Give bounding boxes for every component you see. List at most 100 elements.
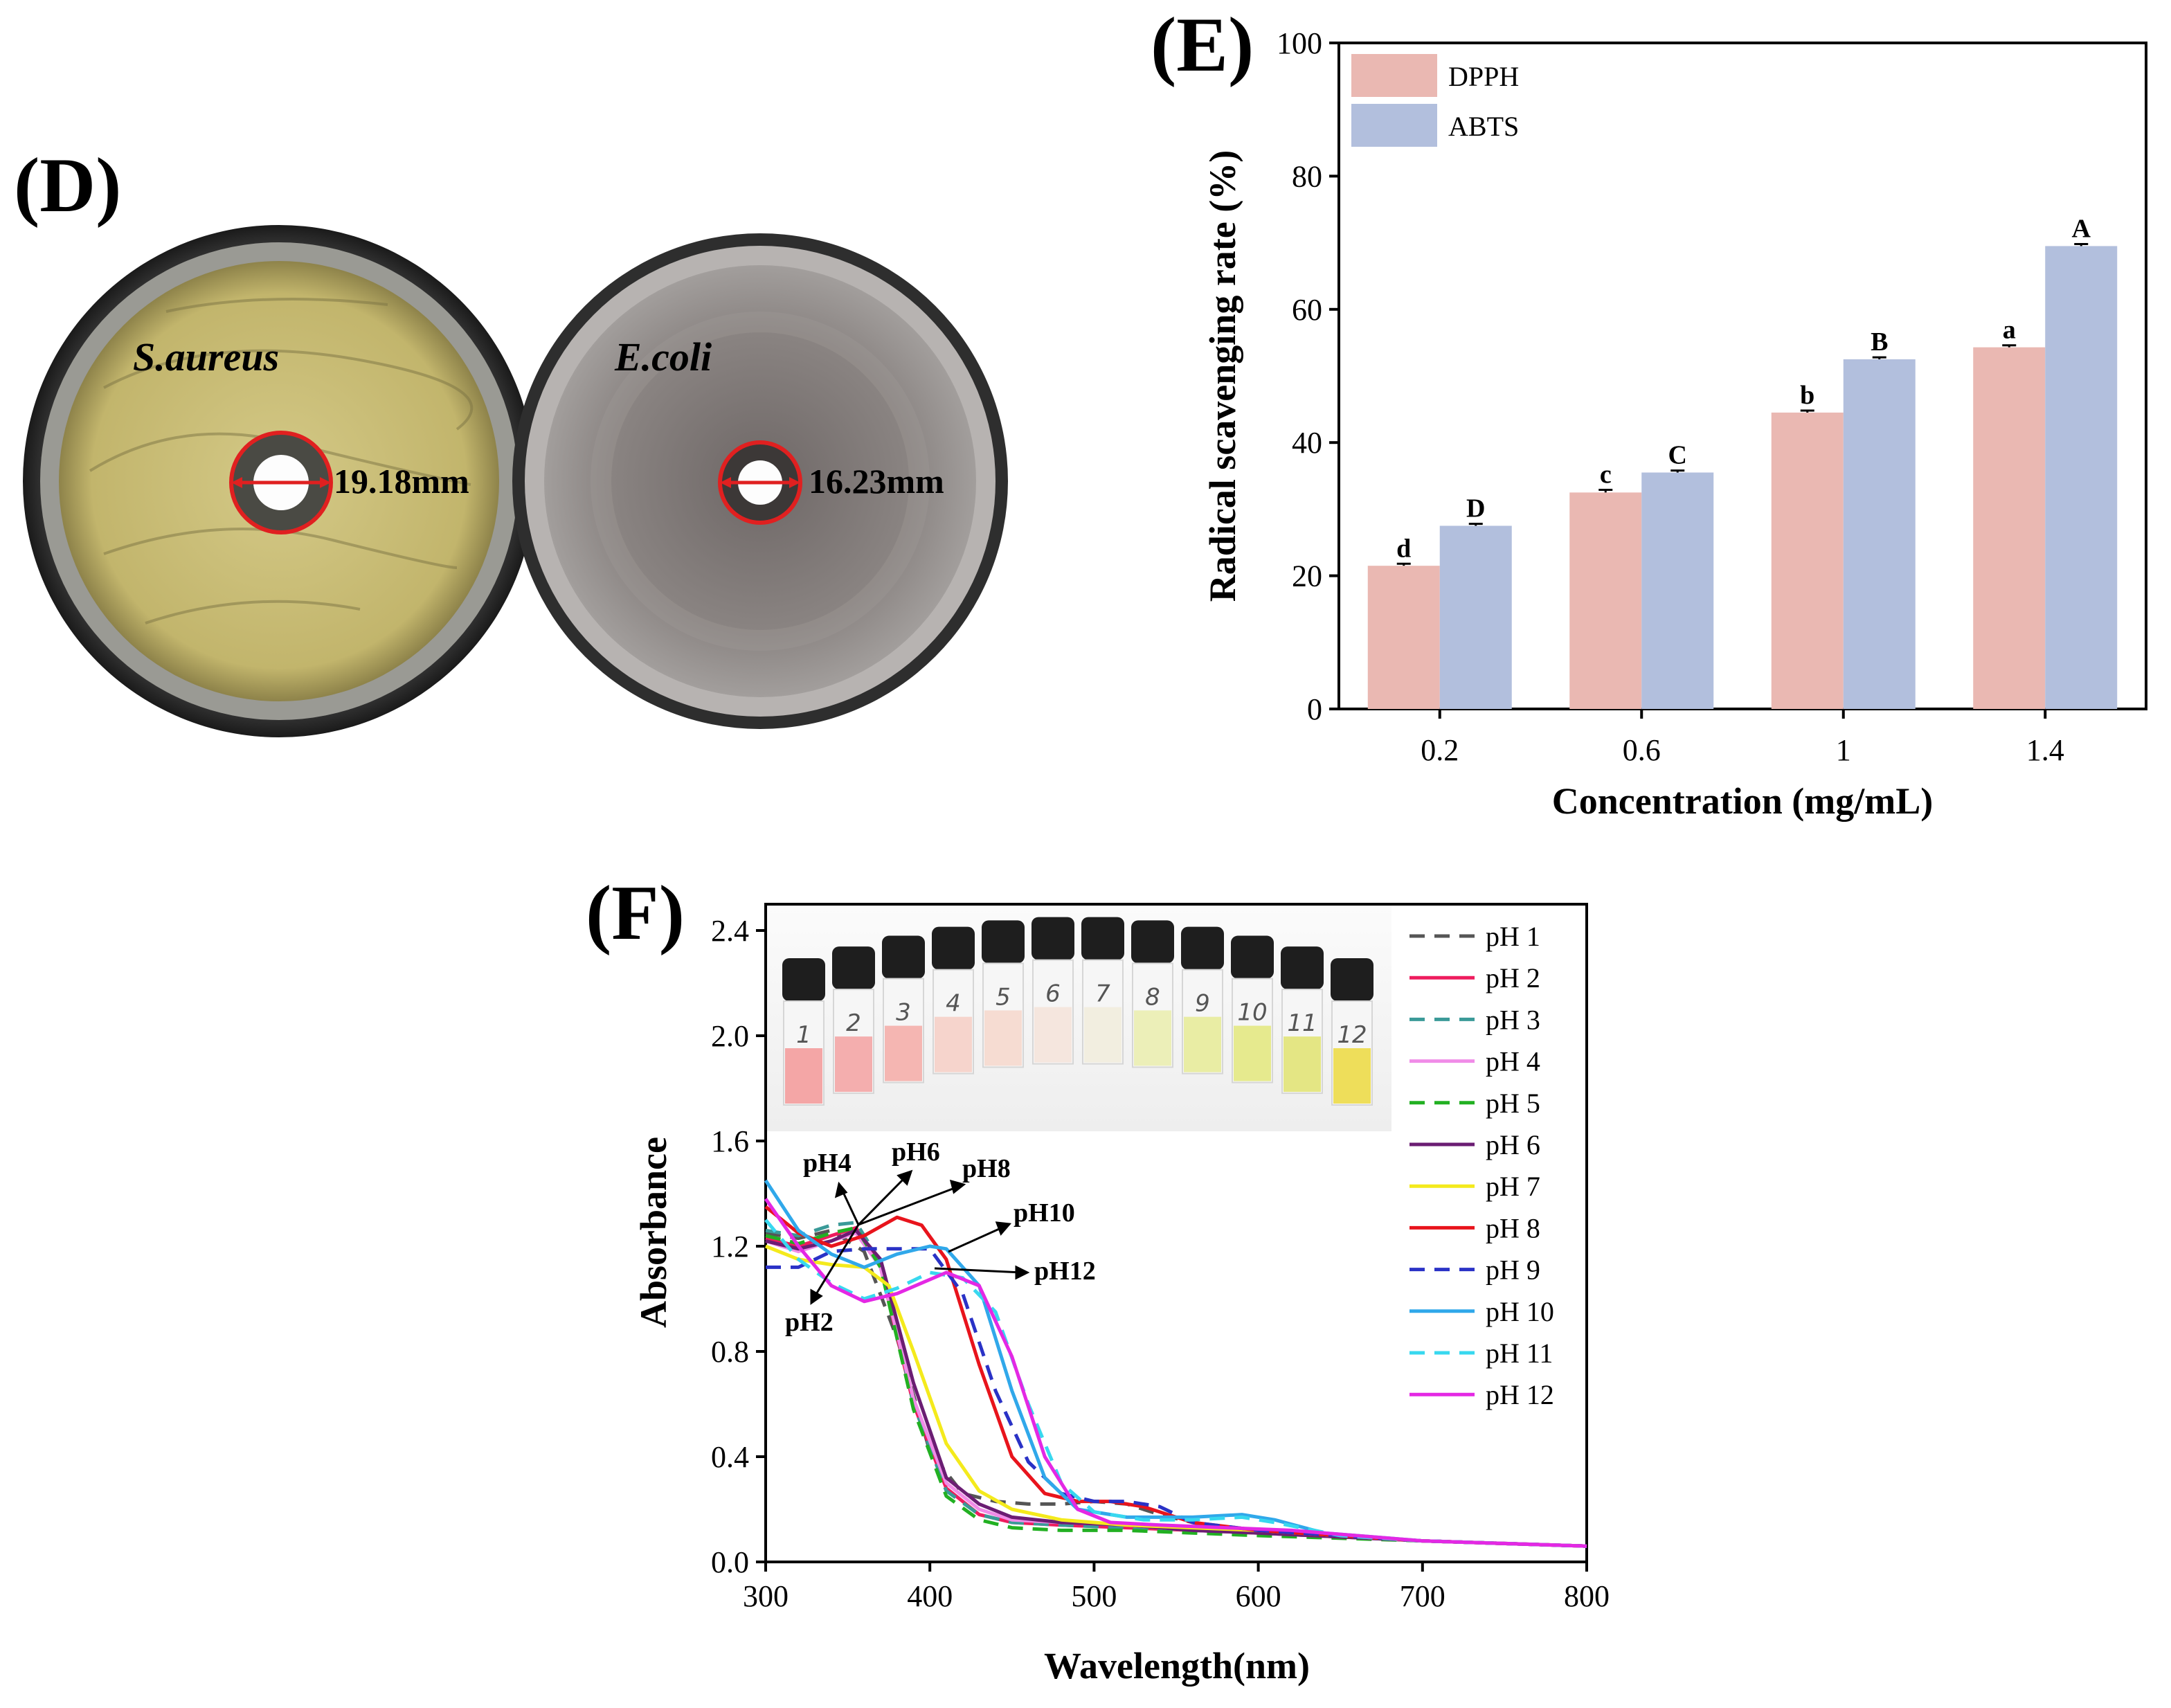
- vial-number: 2: [846, 1009, 861, 1037]
- panel-f: (F) 0.00.40.81.21.62.02.4 300 400 500 600 70…: [586, 870, 1610, 1687]
- panel-d: (D) S.aureus 19.18mm: [14, 143, 1008, 737]
- bar-abts: [2045, 246, 2117, 709]
- y-tick-label: 2.0: [711, 1019, 749, 1053]
- panel-d-label: (D): [14, 143, 121, 228]
- significance-letter: d: [1396, 534, 1411, 563]
- y-axis: 0.0 0.4 0.8 1.2 1.6 2.0 2.4: [711, 914, 766, 1579]
- petri-dish-s-aureus: S.aureus 19.18mm: [23, 225, 535, 737]
- series-line-ph2: [766, 1228, 1587, 1546]
- legend-label: pH 11: [1486, 1338, 1553, 1369]
- legend-swatch-dpph: [1351, 54, 1437, 97]
- y-tick-label: 1.6: [711, 1124, 749, 1158]
- arrow-ph12-head-icon: [1016, 1267, 1027, 1278]
- y-axis-title: Radical scavenging rate (%): [1202, 150, 1243, 602]
- arrow-ph4: [842, 1189, 858, 1225]
- vial: 6: [1032, 917, 1074, 1064]
- bar-dpph: [1772, 413, 1844, 709]
- arrow-ph8: [858, 1187, 958, 1225]
- vial-cap: [982, 920, 1025, 963]
- zone-value-e-coli: 16.23mm: [809, 462, 944, 501]
- vial: 11: [1281, 946, 1324, 1093]
- vial-number: 3: [896, 999, 911, 1027]
- vial-liquid: [1234, 1026, 1271, 1081]
- x-tick-label: 300: [743, 1579, 789, 1613]
- vial-cap: [882, 936, 925, 979]
- legend-label: pH 6: [1486, 1129, 1540, 1160]
- vial-cap: [1231, 936, 1274, 979]
- vial-number: 9: [1195, 990, 1210, 1018]
- bar-dpph: [1973, 348, 2045, 709]
- legend-label-dpph: DPPH: [1448, 61, 1519, 92]
- y-tick-label: 0: [1307, 692, 1322, 726]
- x-axis-title: Wavelength(nm): [1044, 1645, 1310, 1687]
- vial-number: 7: [1095, 980, 1110, 1008]
- vial-liquid: [1134, 1010, 1171, 1066]
- y-tick-label: 100: [1277, 26, 1322, 60]
- annotation-ph2: pH2: [785, 1308, 834, 1337]
- bar-abts: [1440, 525, 1512, 709]
- bar-abts: [1641, 472, 1713, 709]
- legend-label: pH 9: [1486, 1255, 1540, 1286]
- y-tick-label: 0.0: [711, 1545, 749, 1579]
- vial-cap: [782, 958, 825, 1001]
- x-axis-title: Concentration (mg/mL): [1552, 780, 1933, 822]
- vial-number: 5: [996, 983, 1011, 1011]
- vial-number: 8: [1145, 983, 1160, 1011]
- y-tick-label: 0.4: [711, 1440, 749, 1474]
- y-tick-label: 20: [1292, 559, 1322, 593]
- legend-label-abts: ABTS: [1448, 111, 1519, 142]
- legend-label: pH 2: [1486, 962, 1540, 994]
- vial-number: 12: [1337, 1021, 1367, 1049]
- y-tick-label: 0.8: [711, 1335, 749, 1369]
- significance-letter: A: [2072, 215, 2091, 244]
- x-tick-label: 600: [1236, 1579, 1281, 1613]
- series-line-ph5: [766, 1228, 1587, 1546]
- legend-label: pH 3: [1486, 1004, 1540, 1035]
- vial-liquid: [1034, 1007, 1072, 1063]
- y-tick-label: 2.4: [711, 914, 749, 948]
- arrow-ph10-head-icon: [997, 1223, 1009, 1234]
- x-tick-label: 0.2: [1421, 733, 1459, 767]
- legend-label: pH 8: [1486, 1212, 1540, 1243]
- vial-number: 6: [1045, 980, 1061, 1008]
- vial-number: 10: [1237, 999, 1267, 1027]
- vial-cap: [832, 946, 875, 989]
- vial-number: 1: [796, 1021, 811, 1049]
- x-tick-label: 500: [1071, 1579, 1117, 1613]
- vial-number: 4: [946, 990, 961, 1018]
- y-axis: 0 20 40 60 80 100: [1277, 26, 1339, 726]
- vial-liquid: [1184, 1017, 1221, 1072]
- zone-value-s-aureus: 19.18mm: [334, 462, 469, 501]
- annotation-ph10: pH10: [1014, 1198, 1075, 1228]
- legend-label: pH 7: [1486, 1171, 1540, 1202]
- panel-f-label: (F): [586, 870, 685, 956]
- vial-liquid: [935, 1017, 972, 1072]
- panel-e-label: (E): [1151, 2, 1254, 88]
- x-tick-label: 400: [907, 1579, 953, 1613]
- inset-vial-photo: 1 2 3 4 5 6 7 8 9 10 11 12: [767, 906, 1391, 1131]
- vial: 8: [1131, 920, 1174, 1067]
- series-line-ph6: [766, 1230, 1587, 1546]
- vial-liquid: [1084, 1007, 1121, 1063]
- legend: pH 1 pH 2 pH 3 pH 4 pH 5 pH 6 pH 7 pH 8 pH 9 pH 1…: [1409, 921, 1554, 1410]
- arrow-ph10: [948, 1227, 1004, 1252]
- significance-letter: b: [1800, 381, 1814, 410]
- vial: 3: [882, 936, 925, 1083]
- significance-letter: a: [2003, 316, 2016, 345]
- significance-letter: B: [1871, 327, 1888, 357]
- bars: d Dc Cb B a A: [1368, 215, 2118, 709]
- y-tick-label: 40: [1292, 426, 1322, 460]
- x-tick-label: 1: [1836, 733, 1851, 767]
- annotation-ph6: pH6: [892, 1138, 940, 1167]
- vial-cap: [932, 927, 975, 970]
- bar-abts: [1844, 359, 1916, 709]
- series-line-ph12: [766, 1199, 1587, 1547]
- vial-cap: [1032, 917, 1074, 960]
- x-axis: 300 400 500 600 700 800: [743, 1562, 1610, 1613]
- legend-swatch-abts: [1351, 104, 1437, 147]
- bar-dpph: [1368, 566, 1440, 709]
- legend-label: pH 5: [1486, 1088, 1540, 1119]
- vial-liquid: [1333, 1048, 1371, 1104]
- series-line-ph4: [766, 1233, 1587, 1546]
- significance-letter: C: [1668, 441, 1687, 470]
